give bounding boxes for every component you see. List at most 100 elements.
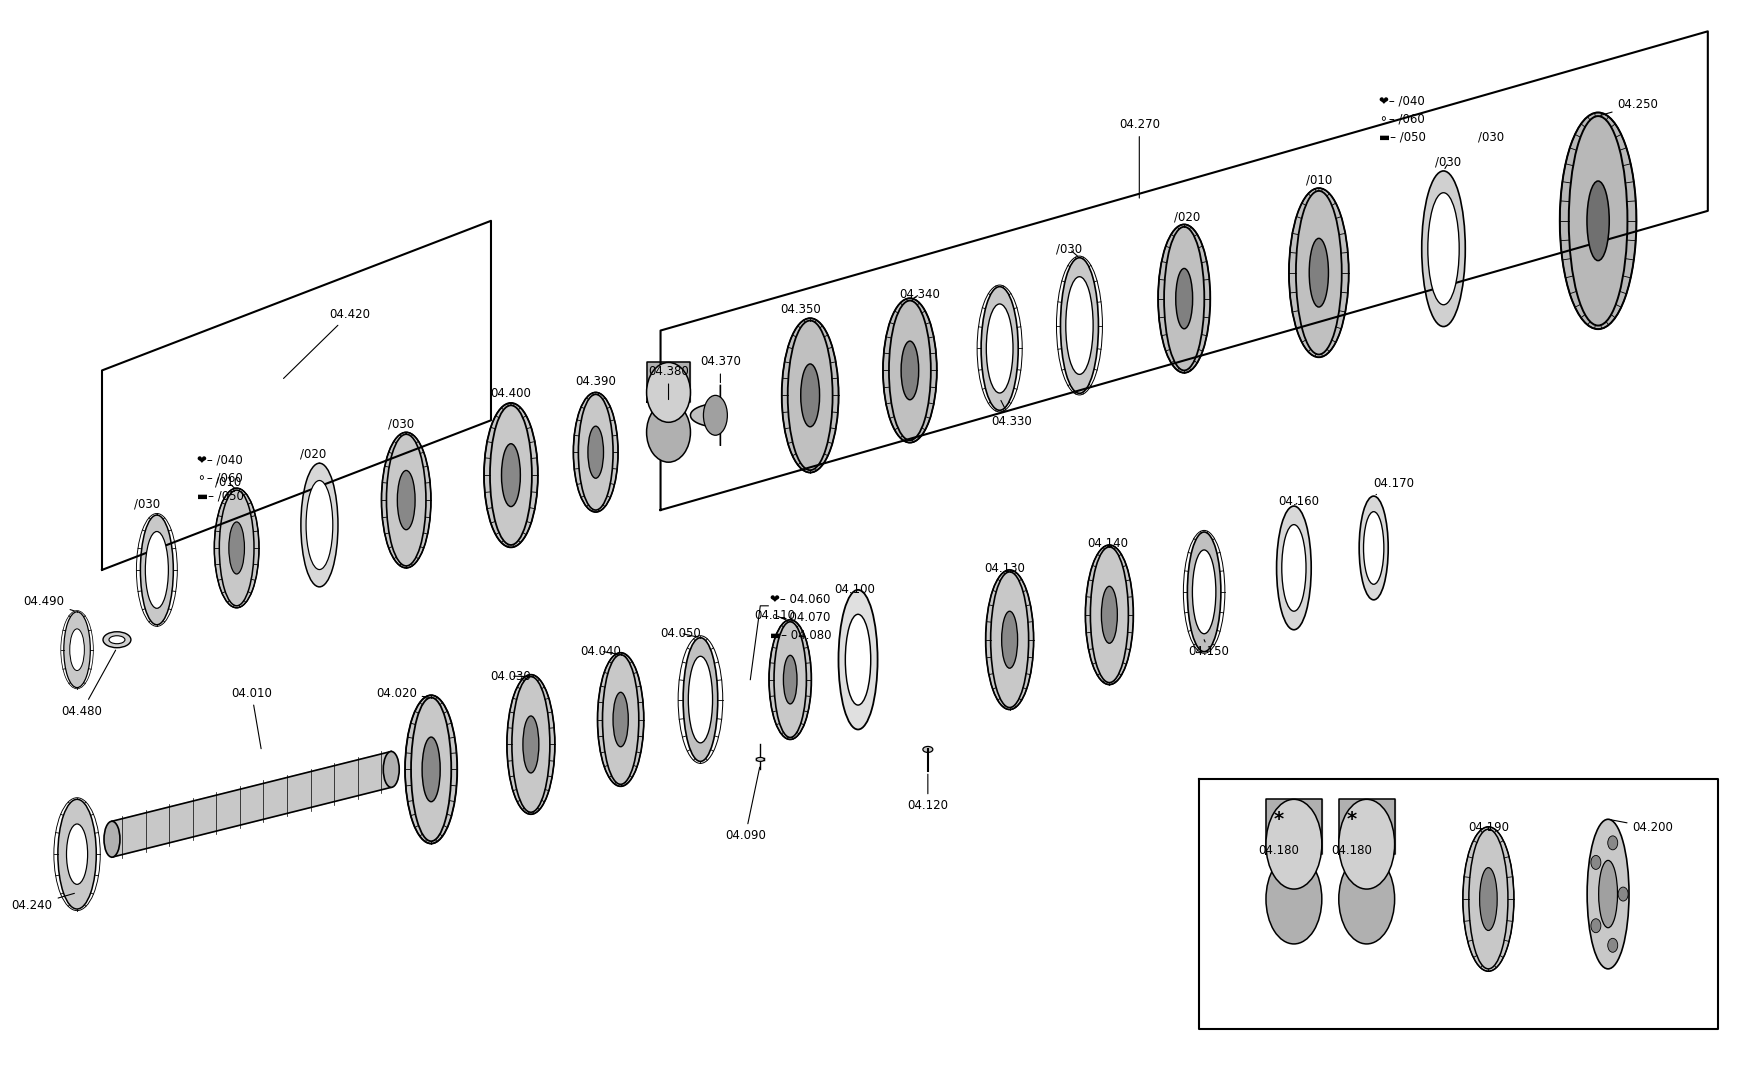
Ellipse shape (70, 629, 83, 671)
Ellipse shape (383, 751, 398, 788)
Ellipse shape (501, 444, 520, 506)
Ellipse shape (882, 299, 936, 443)
Ellipse shape (1607, 836, 1617, 850)
Text: 04.110: 04.110 (755, 609, 795, 622)
Polygon shape (1337, 799, 1395, 854)
Ellipse shape (1186, 532, 1221, 652)
Ellipse shape (1589, 855, 1600, 870)
Ellipse shape (306, 480, 332, 569)
Text: /030: /030 (1056, 243, 1082, 256)
Ellipse shape (386, 434, 426, 566)
Polygon shape (647, 363, 690, 402)
Ellipse shape (1296, 190, 1341, 354)
Ellipse shape (588, 426, 603, 478)
Text: 04.190: 04.190 (1468, 821, 1508, 835)
Ellipse shape (381, 432, 431, 568)
Text: /030: /030 (1478, 131, 1504, 143)
Ellipse shape (1598, 860, 1617, 928)
Ellipse shape (756, 758, 763, 762)
Ellipse shape (596, 653, 643, 786)
Ellipse shape (104, 822, 120, 857)
Text: /010: /010 (1304, 174, 1330, 190)
Text: ▬– /050: ▬– /050 (1377, 131, 1424, 143)
Ellipse shape (1090, 547, 1127, 683)
Polygon shape (1266, 799, 1322, 854)
Polygon shape (111, 751, 391, 857)
Text: 04.400: 04.400 (490, 387, 530, 406)
Text: *: * (1346, 810, 1356, 829)
Ellipse shape (141, 515, 174, 625)
Ellipse shape (612, 692, 628, 747)
Ellipse shape (922, 747, 932, 752)
Ellipse shape (683, 638, 718, 762)
Ellipse shape (989, 571, 1028, 707)
Ellipse shape (64, 612, 90, 688)
Ellipse shape (1363, 511, 1383, 584)
Ellipse shape (1191, 550, 1216, 633)
Ellipse shape (1428, 193, 1459, 305)
Text: /030: /030 (134, 498, 160, 515)
Ellipse shape (405, 696, 457, 843)
Text: 04.050: 04.050 (659, 627, 701, 640)
Ellipse shape (788, 321, 833, 470)
Text: 04.380: 04.380 (647, 366, 689, 399)
Text: 04.250: 04.250 (1600, 98, 1657, 116)
Text: 04.480: 04.480 (61, 651, 115, 718)
Ellipse shape (1266, 799, 1322, 889)
Ellipse shape (1085, 545, 1132, 685)
Ellipse shape (800, 364, 819, 427)
Text: 04.140: 04.140 (1087, 537, 1127, 550)
Text: 04.120: 04.120 (906, 775, 948, 812)
Text: ▬– /050: ▬– /050 (197, 490, 243, 503)
Ellipse shape (577, 395, 612, 510)
Ellipse shape (1462, 827, 1513, 972)
Text: 04.180: 04.180 (1330, 844, 1372, 857)
Ellipse shape (1589, 919, 1600, 933)
Text: ❤– /040: ❤– /040 (1377, 94, 1424, 108)
Ellipse shape (889, 301, 930, 440)
Ellipse shape (1059, 258, 1097, 394)
Ellipse shape (1163, 227, 1203, 370)
Ellipse shape (1289, 188, 1348, 357)
Ellipse shape (506, 675, 555, 814)
Ellipse shape (110, 636, 125, 644)
Ellipse shape (423, 737, 440, 801)
Text: /020: /020 (1174, 211, 1200, 227)
Ellipse shape (396, 471, 416, 530)
Text: ⚬– /060: ⚬– /060 (197, 472, 242, 485)
Text: 04.170: 04.170 (1372, 477, 1414, 494)
Ellipse shape (57, 799, 96, 910)
Ellipse shape (1468, 829, 1508, 968)
Text: 04.130: 04.130 (984, 562, 1024, 575)
Text: 04.090: 04.090 (725, 767, 765, 842)
Ellipse shape (1358, 496, 1388, 600)
Text: ❤– /040: ❤– /040 (197, 454, 242, 467)
Ellipse shape (1308, 239, 1327, 307)
Ellipse shape (1586, 181, 1609, 261)
Ellipse shape (574, 393, 617, 513)
Text: *: * (1273, 810, 1283, 829)
Ellipse shape (1002, 611, 1017, 668)
Text: 04.100: 04.100 (835, 583, 875, 596)
Ellipse shape (1617, 887, 1628, 901)
Ellipse shape (845, 614, 870, 705)
Text: 04.350: 04.350 (779, 303, 821, 321)
Ellipse shape (230, 522, 243, 574)
Polygon shape (690, 385, 720, 445)
Text: ❤– 04.060: ❤– 04.060 (770, 594, 830, 607)
Ellipse shape (1266, 854, 1322, 944)
Ellipse shape (984, 570, 1033, 709)
Ellipse shape (781, 318, 838, 473)
Text: 04.040: 04.040 (579, 645, 621, 658)
Ellipse shape (1607, 938, 1617, 952)
Ellipse shape (901, 341, 918, 400)
Ellipse shape (146, 532, 169, 609)
Ellipse shape (1337, 799, 1395, 889)
Ellipse shape (689, 656, 713, 743)
Ellipse shape (1066, 277, 1092, 374)
Text: 04.160: 04.160 (1278, 495, 1318, 508)
Ellipse shape (219, 490, 254, 606)
Text: 04.270: 04.270 (1118, 118, 1160, 198)
Ellipse shape (703, 395, 727, 435)
Ellipse shape (986, 304, 1012, 393)
